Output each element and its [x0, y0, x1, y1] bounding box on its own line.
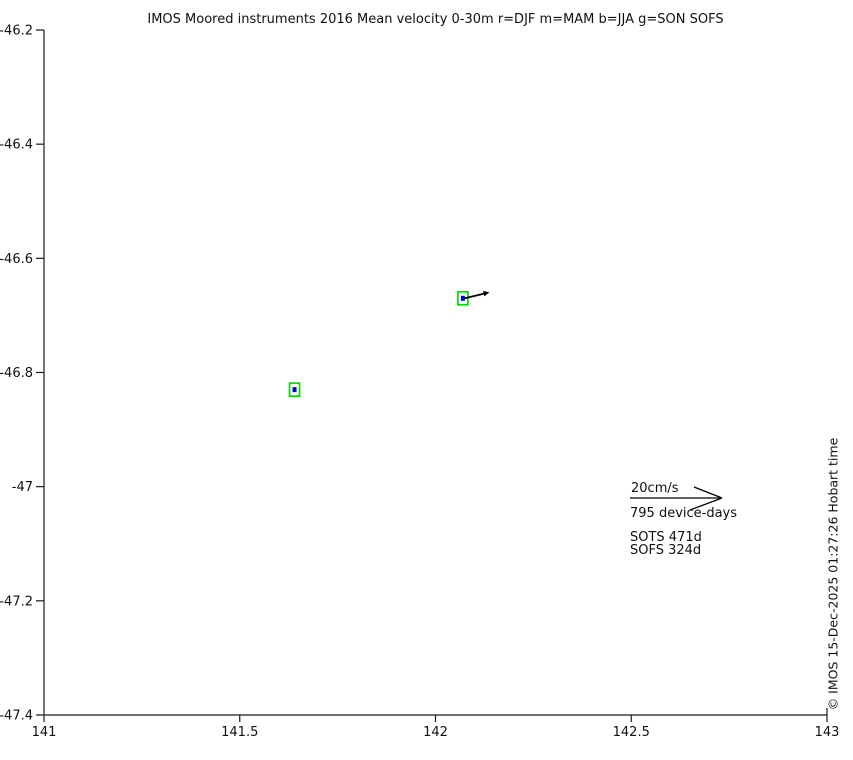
station-dot: [460, 295, 465, 301]
x-tick-label: 141.5: [221, 725, 258, 740]
chart-title: IMOS Moored instruments 2016 Mean veloci…: [147, 12, 724, 27]
reference-arrow-label: 20cm/s: [631, 481, 679, 496]
y-tick-label: -47.2: [0, 594, 33, 609]
velocity-vector-head: [482, 290, 490, 297]
velocity-vector: [464, 292, 484, 300]
x-tick-label: 143: [815, 725, 840, 740]
y-tick-label: -46.8: [0, 366, 33, 381]
station-marker: [288, 382, 301, 397]
y-tick-label: -47.4: [0, 709, 33, 724]
y-tick-label: -46.6: [0, 252, 33, 267]
reference-arrow-barb-lower: [689, 497, 723, 511]
device-days-label: 795 device-days: [630, 506, 738, 521]
imos-timestamp-watermark: © IMOS 15-Dec-2025 01:27:26 Hobart time: [825, 437, 841, 711]
sofs-days-label: SOFS 324d: [630, 543, 702, 558]
y-tick-label: -47: [12, 480, 33, 495]
sots-days-label: SOTS 471d: [630, 530, 702, 545]
y-tick-label: -46.2: [0, 24, 33, 39]
reference-arrow-barb-upper: [693, 486, 723, 499]
x-tick-label: 142: [423, 725, 448, 740]
x-tick-label: 142.5: [613, 725, 650, 740]
y-tick-label: -46.4: [0, 138, 33, 153]
station-dot: [292, 387, 297, 393]
x-tick-label: 141: [32, 725, 57, 740]
